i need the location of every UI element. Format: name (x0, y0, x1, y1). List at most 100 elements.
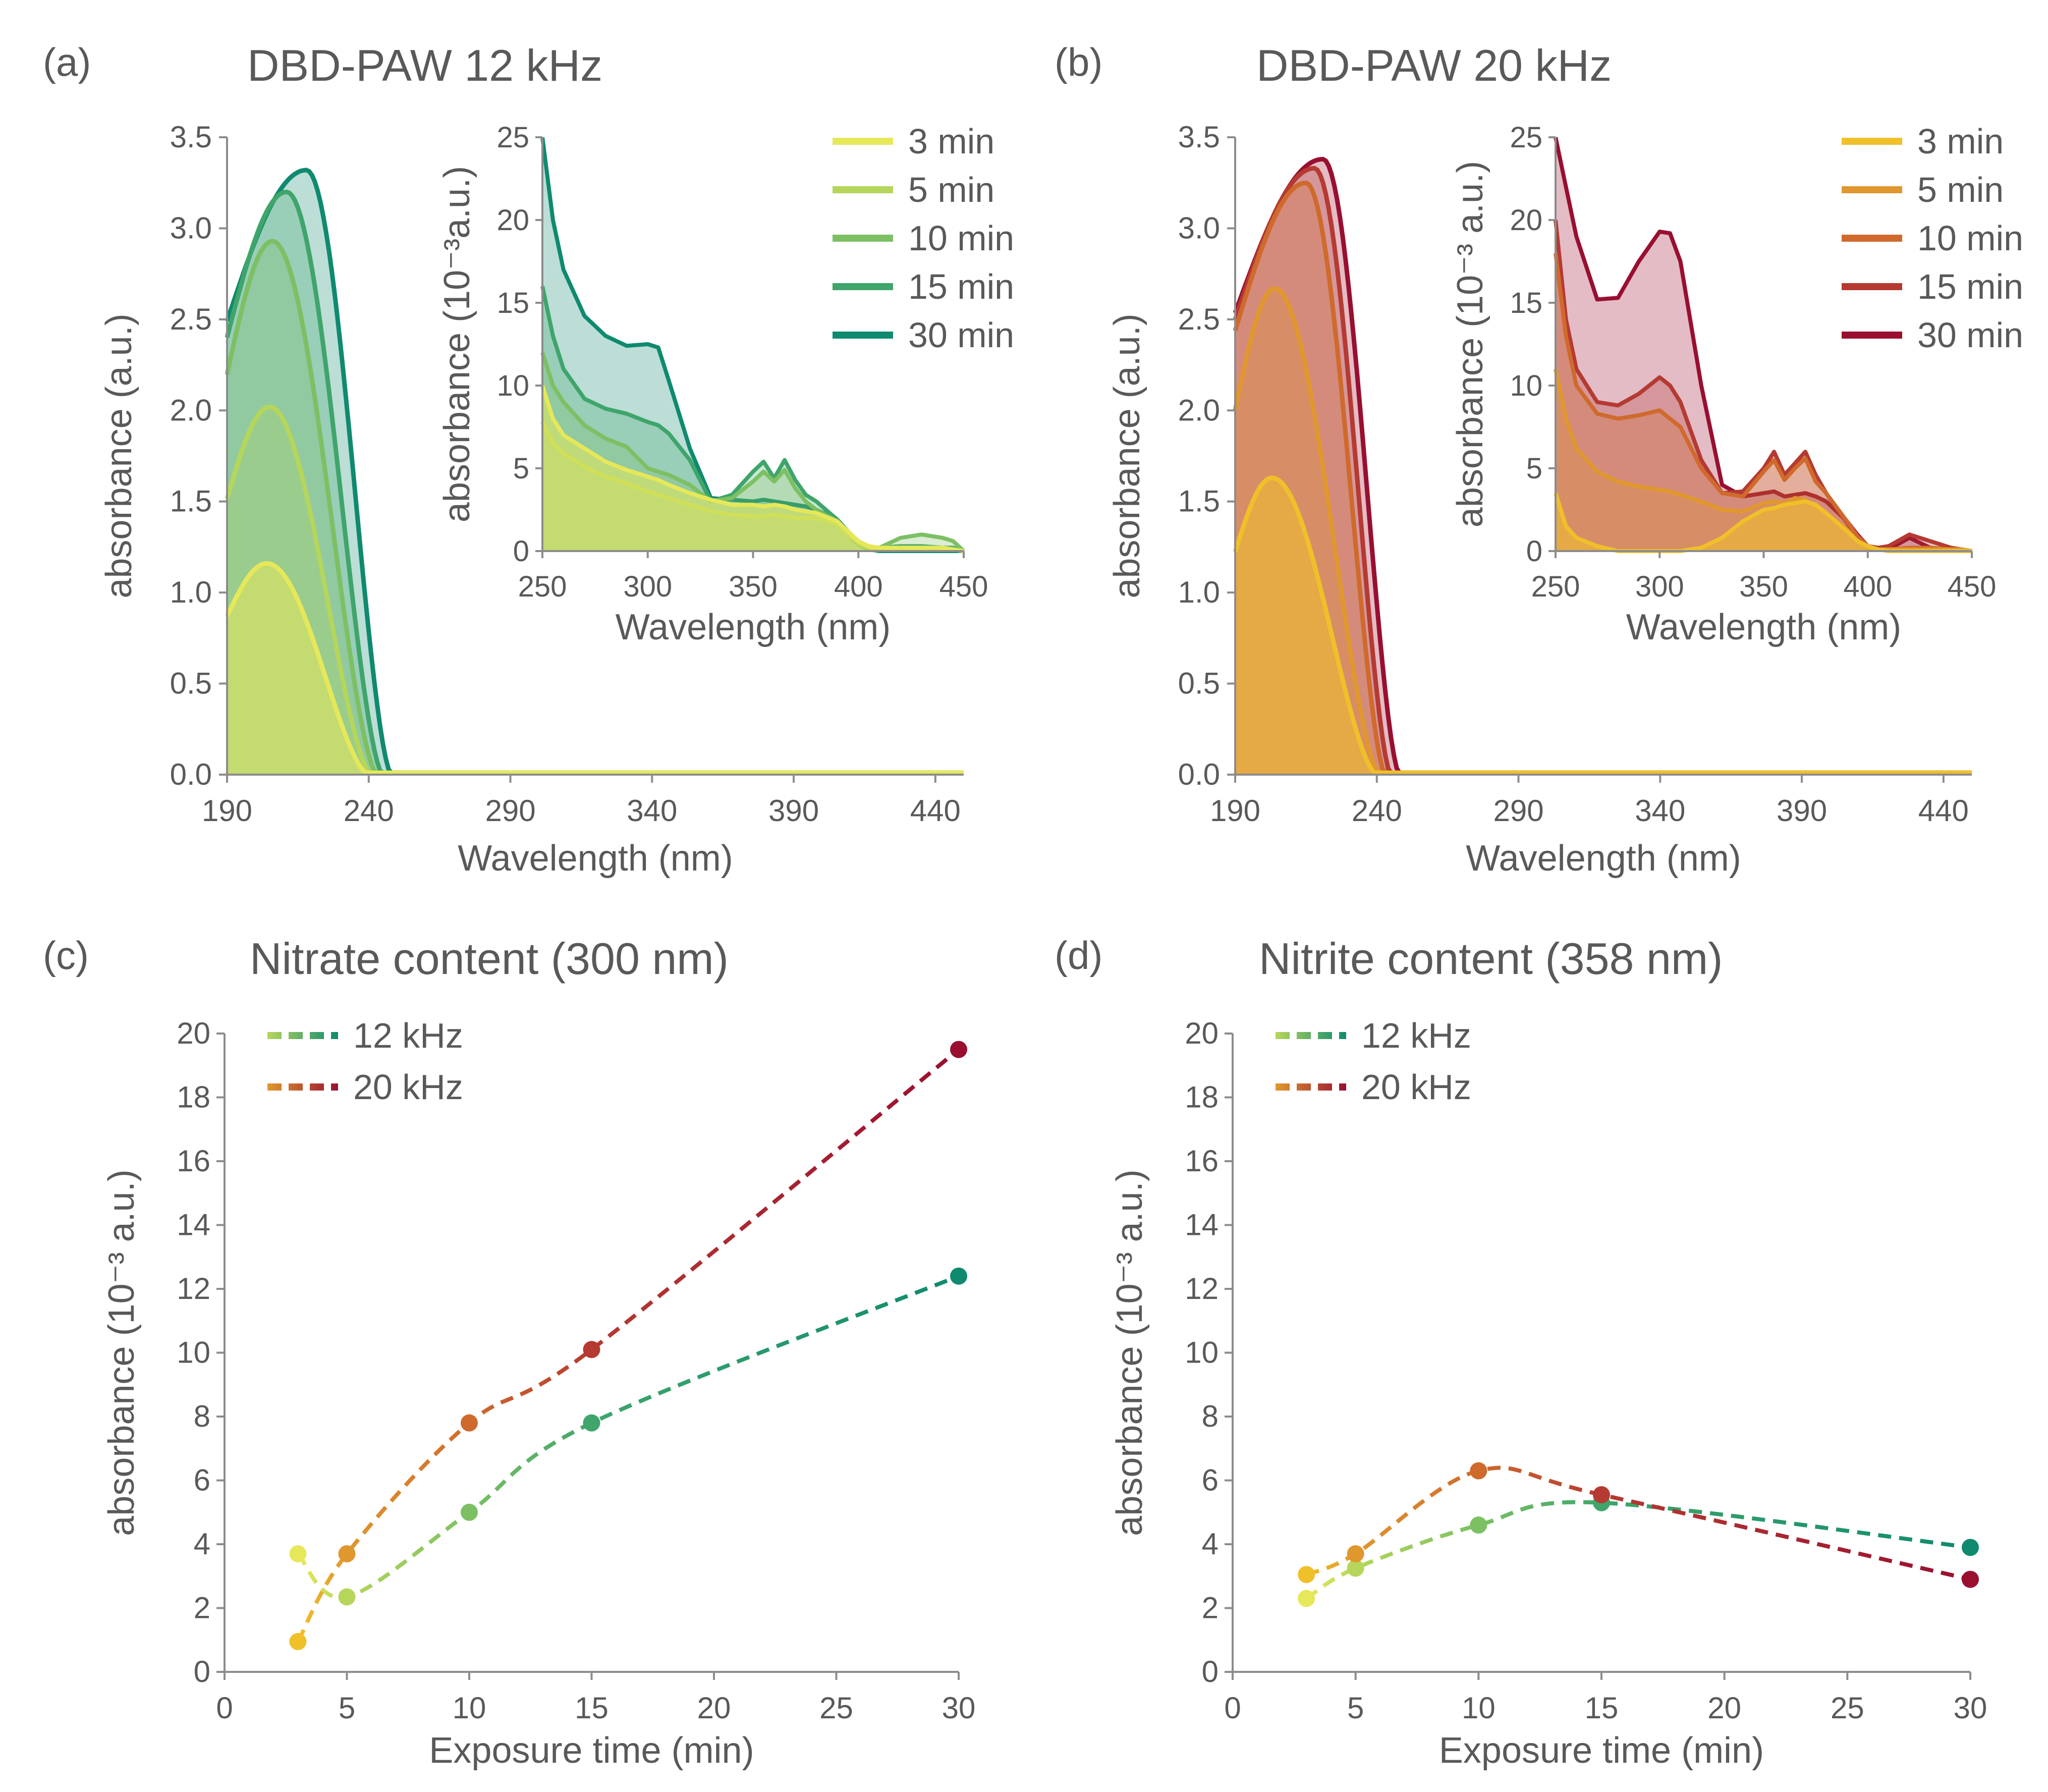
b-inset-xtick-label: 250 (1531, 570, 1580, 603)
d-point-20-kHz (1470, 1462, 1487, 1480)
b-legend-label: 10 min (1917, 219, 2023, 258)
b-ytick-label: 0.5 (1178, 667, 1220, 700)
a-ytick-label: 1.0 (170, 575, 212, 609)
c-series-line-20-kHz (296, 1048, 960, 1643)
panel-c: (c) Nitrate content (300 nm) 0 2 4 6 8 10 12 14 16… (43, 933, 975, 1771)
a-ytick-label: 1.5 (170, 484, 212, 518)
d-ytick-label: 20 (1185, 1016, 1219, 1050)
a-y-axis-title: absorbance (a.u.) (99, 313, 139, 598)
a-legend-label: 5 min (908, 170, 994, 209)
b-xtick-label: 240 (1352, 794, 1402, 828)
d-ytick-label: 0 (1202, 1655, 1219, 1689)
d-xtick-label: 0 (1224, 1691, 1241, 1725)
a-inset-xtick-label: 300 (623, 570, 672, 603)
a-inset-ytick-label: 10 (496, 369, 529, 402)
c-point-20-kHz (338, 1545, 356, 1562)
a-inset-x-axis-title: Wavelength (nm) (616, 607, 891, 647)
d-point-20-kHz (1298, 1566, 1315, 1584)
a-xtick-label: 340 (627, 794, 677, 828)
b-xtick-label: 440 (1918, 794, 1969, 828)
c-ytick-label: 10 (177, 1336, 210, 1370)
b-inset-area-5-min (1556, 369, 1972, 551)
a-inset-ytick-label: 5 (513, 452, 529, 485)
d-panel-title: Nitrite content (358 nm) (1259, 934, 1723, 984)
b-legend-label: 3 min (1917, 122, 2004, 161)
a-inset-area-3-min (542, 386, 964, 551)
a-inset-ytick-label: 15 (496, 287, 529, 319)
a-xtick-label: 440 (910, 794, 961, 828)
panel-a: (a) DBD-PAW 12 kHz 0.0 0.5 1.0 1.5 2.0 2.5 3.0 3.… (43, 40, 1014, 879)
c-ytick-label: 2 (194, 1591, 210, 1625)
d-ytick-label: 16 (1185, 1144, 1219, 1178)
b-inset-ytick-label: 10 (1510, 369, 1542, 402)
b-inset-xtick-label: 450 (1948, 570, 1997, 603)
c-ytick-label: 18 (177, 1080, 210, 1114)
a-xtick-label: 240 (344, 794, 394, 828)
b-inset-ytick-label: 0 (1526, 535, 1542, 568)
c-point-20-kHz (289, 1633, 307, 1650)
c-ytick-label: 4 (194, 1527, 210, 1561)
a-xtick-label: 390 (768, 794, 819, 828)
b-ytick-label: 2.5 (1178, 302, 1220, 336)
a-inset-area-30-min (542, 137, 964, 551)
c-ytick-label: 16 (177, 1144, 210, 1178)
b-inset-x-axis-title: Wavelength (nm) (1626, 607, 1902, 647)
b-inset-xtick-label: 350 (1739, 570, 1788, 603)
b-inset-line-30-min (1554, 137, 1972, 553)
c-point-12-kHz (338, 1588, 356, 1606)
a-inset-line-3-min (540, 385, 964, 553)
c-y-axis-title: absorbance (10⁻³ a.u.) (101, 1169, 142, 1536)
a-inset-y-axis-title: absorbance (10⁻³a.u.) (437, 166, 477, 522)
d-xtick-label: 5 (1347, 1691, 1364, 1725)
c-ytick-label: 0 (194, 1655, 210, 1689)
a-area-3-min (227, 563, 964, 775)
a-inset-ytick-label: 0 (513, 535, 529, 568)
c-point-12-kHz (461, 1503, 478, 1521)
c-point-12-kHz (583, 1414, 600, 1432)
c-point-20-kHz (583, 1341, 600, 1359)
c-xtick-label: 25 (819, 1691, 853, 1725)
d-point-12-kHz (1298, 1590, 1315, 1607)
c-series-line-12-kHz (296, 1274, 960, 1600)
b-panel-label: (b) (1055, 40, 1102, 84)
d-x-axis-title: Exposure time (min) (1439, 1730, 1764, 1771)
c-xtick-label: 15 (575, 1691, 608, 1725)
a-panel-title: DBD-PAW 12 kHz (247, 40, 602, 90)
b-inset-area-3-min (1556, 493, 1972, 551)
a-legend-label: 30 min (908, 315, 1014, 355)
b-x-axis-title: Wavelength (nm) (1466, 838, 1741, 879)
b-y-axis-title: absorbance (a.u.) (1107, 313, 1147, 598)
b-xtick-label: 190 (1210, 794, 1260, 828)
d-legend-label: 12 kHz (1361, 1016, 1471, 1055)
b-inset-xtick-label: 300 (1635, 570, 1684, 603)
d-point-12-kHz (1962, 1539, 1979, 1556)
d-point-12-kHz (1470, 1516, 1487, 1534)
d-point-12-kHz (1347, 1559, 1364, 1577)
b-inset-ytick-label: 15 (1510, 287, 1542, 319)
d-xtick-label: 25 (1831, 1691, 1864, 1725)
d-series-line-20-kHz (1305, 1465, 1971, 1582)
c-legend-label: 12 kHz (353, 1016, 463, 1055)
a-ytick-label: 2.0 (170, 393, 212, 427)
b-ytick-label: 2.0 (1178, 393, 1220, 427)
d-point-20-kHz (1347, 1545, 1364, 1562)
d-xtick-label: 30 (1954, 1691, 1987, 1725)
a-inset-ytick-label: 20 (496, 204, 529, 237)
b-inset-area-10-min (1556, 253, 1972, 552)
b-legend-label: 15 min (1917, 267, 2023, 306)
c-ytick-label: 12 (177, 1272, 210, 1306)
b-xtick-label: 290 (1493, 794, 1543, 828)
b-ytick-label: 1.5 (1178, 484, 1220, 518)
b-inset-y-axis-title: absorbance (10⁻³ a.u.) (1450, 161, 1490, 527)
b-inset-xtick-label: 400 (1843, 570, 1892, 603)
a-xtick-label: 190 (202, 794, 252, 828)
b-legend-label: 5 min (1917, 170, 2004, 209)
d-ytick-label: 6 (1202, 1463, 1219, 1497)
b-inset-area-15-min (1556, 220, 1972, 551)
a-inset-ytick-label: 25 (496, 121, 529, 154)
b-inset-ytick-label: 20 (1510, 204, 1542, 237)
panel-b: (b) DBD-PAW 20 kHz 0.0 0.5 1.0 1.5 2.0 2.5 3.0 3.… (1055, 40, 2023, 879)
c-xtick-label: 30 (942, 1691, 976, 1725)
b-ytick-label: 1.0 (1178, 575, 1220, 609)
a-inset-xtick-label: 350 (729, 570, 778, 603)
